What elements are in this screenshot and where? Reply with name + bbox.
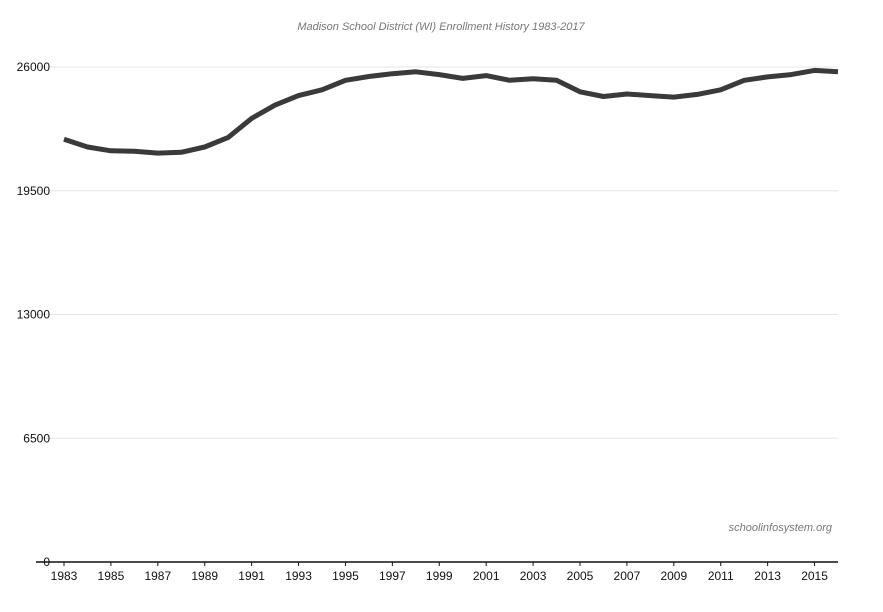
x-tick-label: 2003 [520, 569, 547, 583]
chart-title: Madison School District (WI) Enrollment … [297, 21, 585, 33]
data-point [531, 76, 536, 81]
x-tick-label: 2001 [473, 569, 500, 583]
x-tick-label: 2005 [567, 569, 594, 583]
data-point [132, 149, 137, 154]
data-point [460, 76, 465, 81]
data-point [179, 150, 184, 155]
y-tick-label: 19500 [17, 184, 51, 198]
data-point [718, 87, 723, 92]
x-tick-label: 1983 [51, 569, 78, 583]
series-layer [62, 67, 841, 156]
data-point [155, 151, 160, 156]
x-tick-label: 1993 [285, 569, 312, 583]
source-watermark: schoolinfosystem.org [729, 522, 833, 534]
data-point [390, 71, 395, 76]
y-tick-label: 26000 [17, 60, 51, 74]
data-point [742, 78, 747, 83]
x-axis-ticks: 1983 1985 1987 1989 1991 1993 1995 1997 1999 2001… [51, 562, 828, 583]
x-tick-label: 2011 [708, 569, 734, 583]
data-point [226, 135, 231, 140]
data-point [202, 145, 207, 150]
x-tick-label: 2015 [801, 569, 828, 583]
data-point [601, 94, 606, 99]
data-point [836, 69, 841, 74]
data-point [437, 72, 442, 77]
data-point [85, 145, 90, 150]
data-point [789, 72, 794, 77]
data-point [695, 92, 700, 97]
y-tick-label: 13000 [17, 308, 51, 322]
x-tick-label: 1991 [238, 569, 265, 583]
data-point [624, 92, 629, 97]
x-tick-label: 1999 [426, 569, 453, 583]
gridlines [36, 66, 838, 439]
x-tick-label: 1989 [191, 569, 218, 583]
data-point [484, 73, 489, 78]
x-tick-label: 1995 [332, 569, 359, 583]
data-point [671, 95, 676, 100]
series-line [63, 67, 839, 156]
data-point [249, 116, 254, 121]
data-point [812, 68, 817, 73]
data-point [413, 69, 418, 74]
data-point [108, 148, 113, 153]
x-tick-label: 2007 [614, 569, 641, 583]
data-point [648, 93, 653, 98]
x-tick-label: 1985 [98, 569, 125, 583]
data-point [273, 103, 278, 108]
data-point [765, 74, 770, 79]
x-tick-label: 1997 [379, 569, 406, 583]
x-tick-label: 2013 [754, 569, 781, 583]
y-tick-label: 6500 [23, 431, 50, 445]
data-point [296, 93, 301, 98]
x-tick-label: 2009 [660, 569, 687, 583]
data-point [507, 78, 512, 83]
data-point [62, 137, 67, 142]
x-tick-label: 1987 [144, 569, 171, 583]
data-point [554, 78, 559, 83]
data-point [320, 87, 325, 92]
data-point [366, 74, 371, 79]
data-point [578, 89, 583, 94]
data-point [343, 78, 348, 83]
